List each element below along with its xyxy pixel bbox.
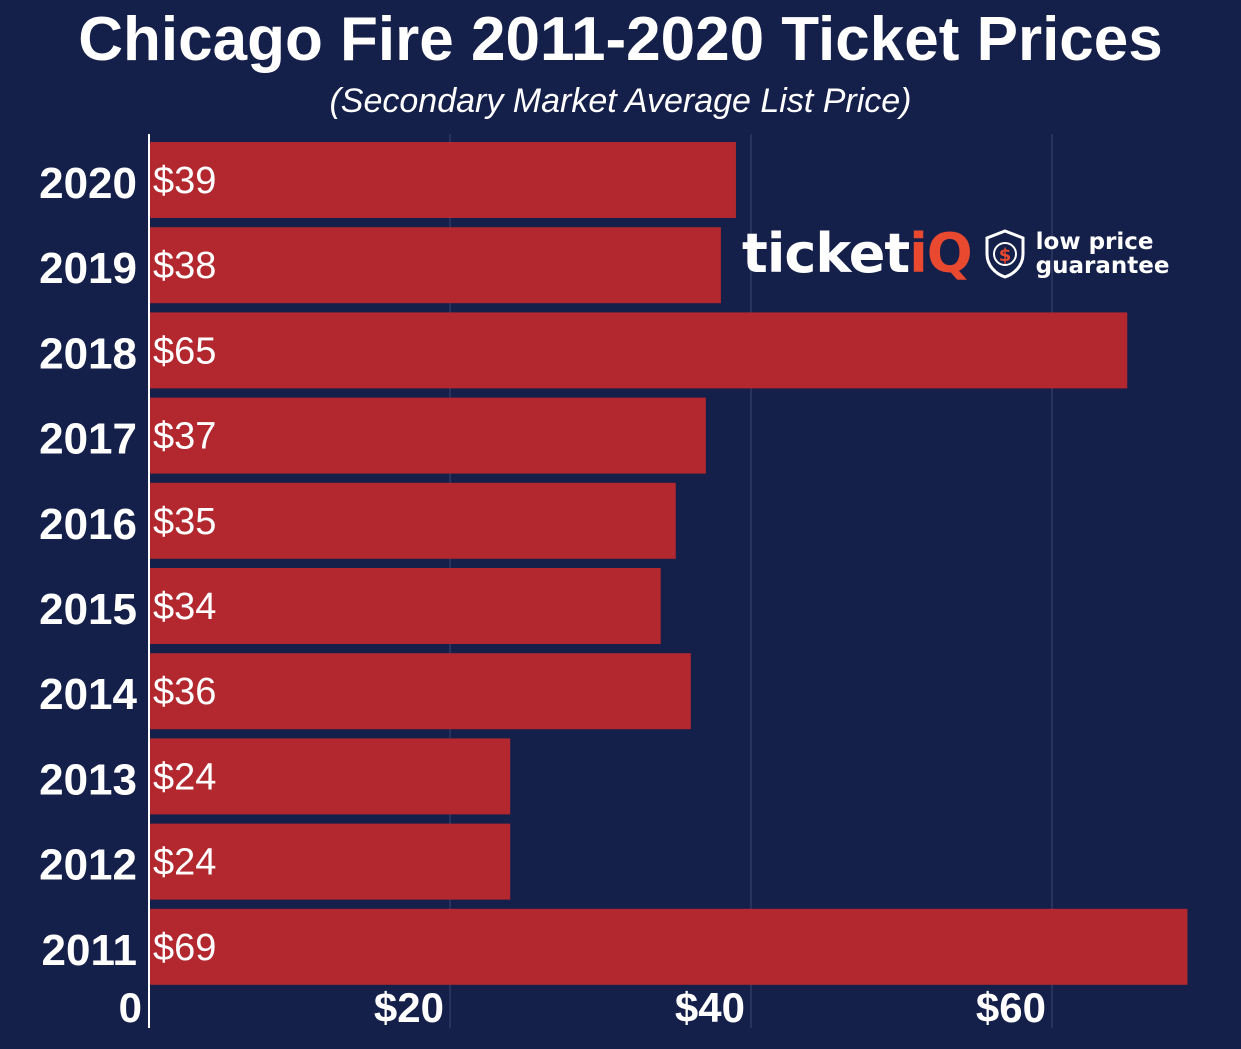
data-label-2011: $69	[153, 927, 216, 969]
data-label-2019: $38	[153, 245, 216, 287]
chart-subtitle: (Secondary Market Average List Price)	[329, 82, 912, 120]
data-label-2020: $39	[153, 160, 216, 202]
bar-2012	[149, 823, 511, 900]
dollar-shield-icon: $	[985, 229, 1025, 279]
category-label-2018: 2018	[39, 329, 137, 378]
logo-tagline-line1: low price	[1035, 229, 1154, 255]
data-label-2014: $36	[153, 671, 216, 713]
category-label-2016: 2016	[39, 500, 137, 549]
logo-word-accent: iQ	[909, 222, 972, 285]
data-label-2015: $34	[153, 586, 216, 628]
svg-text:$: $	[998, 245, 1011, 266]
category-label-2013: 2013	[39, 755, 137, 804]
category-label-2011: 2011	[42, 926, 137, 975]
bar-2011	[149, 908, 1188, 985]
logo-wordmark: ticketiQ	[742, 222, 973, 285]
category-label-2012: 2012	[39, 841, 137, 890]
bar-2015	[149, 568, 661, 644]
logo-tagline: low price guarantee	[1036, 230, 1170, 278]
bar-2019	[149, 227, 721, 304]
logo-tagline-line2: guarantee	[1035, 253, 1170, 279]
bar-2020	[149, 142, 736, 218]
data-label-2013: $24	[153, 756, 216, 798]
bar-2016	[149, 482, 676, 559]
x-tick-label-1: $20	[374, 984, 444, 1031]
x-tick-label-3: $60	[976, 984, 1046, 1031]
bar-2013	[149, 738, 511, 815]
category-label-2015: 2015	[39, 585, 137, 634]
bar-2018	[149, 312, 1128, 389]
category-label-2019: 2019	[39, 244, 137, 293]
data-label-2016: $35	[153, 501, 216, 543]
category-label-2017: 2017	[39, 415, 137, 464]
x-tick-label-2: $40	[675, 984, 745, 1031]
data-label-2017: $37	[153, 416, 216, 458]
data-label-2018: $65	[153, 330, 216, 372]
data-label-2012: $24	[153, 842, 216, 884]
bar-2014	[149, 653, 691, 730]
ticketiq-logo: ticketiQ $ low price guarantee	[742, 222, 1169, 286]
logo-word-main: ticket	[742, 222, 910, 285]
category-label-2020: 2020	[39, 159, 137, 208]
x-tick-label-0: 0	[119, 984, 142, 1031]
bar-2017	[149, 397, 706, 474]
chart-title: Chicago Fire 2011-2020 Ticket Prices	[78, 5, 1163, 74]
category-label-2014: 2014	[39, 670, 137, 719]
